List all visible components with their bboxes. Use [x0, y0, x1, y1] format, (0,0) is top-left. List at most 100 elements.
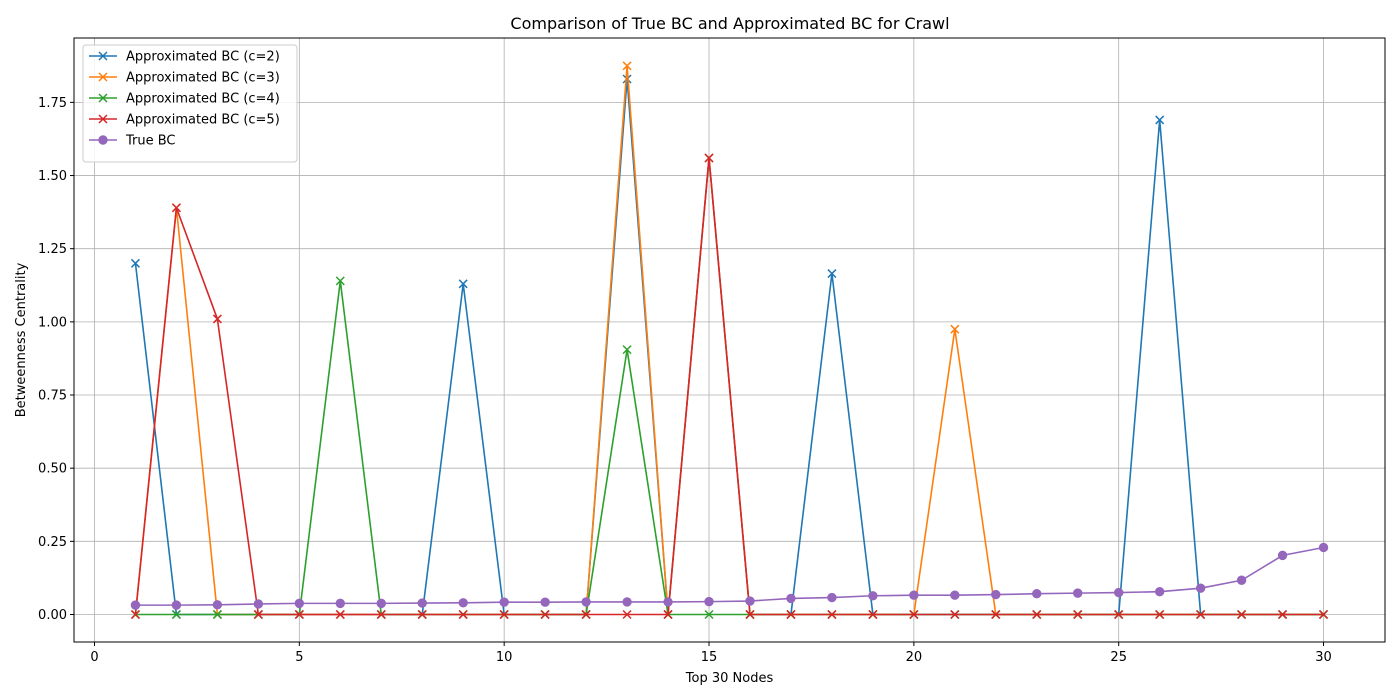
- data-point: [1155, 609, 1165, 620]
- x-tick-label: 5: [295, 650, 303, 665]
- data-point: [1195, 583, 1206, 593]
- legend-label: Approximated BC (c=4): [126, 92, 280, 107]
- legend-marker: [98, 135, 108, 145]
- data-point: [622, 61, 632, 71]
- data-point: [458, 279, 468, 289]
- legend-marker: [98, 114, 108, 124]
- x-tick-label: 25: [1110, 650, 1127, 665]
- legend-marker: [98, 51, 108, 61]
- data-point: [704, 609, 714, 620]
- data-point: [786, 609, 796, 620]
- data-point: [704, 153, 714, 163]
- data-point: [1236, 575, 1247, 585]
- data-point: [950, 609, 960, 620]
- data-point: [909, 590, 919, 600]
- y-tick-label: 1.25: [38, 242, 67, 257]
- legend-label: True BC: [125, 134, 176, 149]
- data-point: [950, 324, 960, 334]
- data-point: [499, 609, 509, 620]
- data-point: [745, 596, 755, 606]
- data-point: [1114, 609, 1124, 620]
- data-point: [171, 203, 181, 213]
- data-point: [417, 609, 427, 620]
- legend-marker: [98, 93, 108, 103]
- data-point: [335, 609, 345, 620]
- data-point: [827, 592, 837, 603]
- data-point: [909, 609, 919, 620]
- data-point: [212, 314, 222, 324]
- data-point: [827, 269, 837, 279]
- data-point: [294, 598, 305, 609]
- data-point: [376, 609, 386, 620]
- data-point: [1237, 609, 1247, 620]
- series-line: [134, 157, 1324, 616]
- legend-entry: Approximated BC (c=2): [89, 50, 280, 65]
- y-tick-label: 0.25: [38, 535, 67, 550]
- data-point: [704, 596, 714, 607]
- y-tick-label: 0.75: [38, 389, 67, 404]
- data-point: [827, 609, 837, 620]
- data-point: [130, 609, 140, 620]
- x-tick-label: 15: [701, 650, 718, 665]
- legend-label: Approximated BC (c=2): [126, 50, 280, 65]
- data-point: [1155, 115, 1165, 125]
- data-point: [622, 609, 632, 620]
- data-point: [458, 598, 468, 608]
- plot-frame: [73, 37, 1386, 643]
- series-line: [135, 546, 1324, 606]
- legend-label: Approximated BC (c=5): [126, 113, 280, 128]
- y-tick-label: 0.50: [38, 462, 67, 477]
- data-point: [458, 609, 468, 620]
- data-point: [499, 597, 509, 607]
- data-point: [253, 599, 264, 609]
- data-point: [212, 600, 223, 610]
- data-point: [171, 609, 181, 620]
- data-point: [622, 597, 632, 607]
- axis-ticks: 0 5 10 15 20 25 30 0.00 0.25 0.50 0.75 1.00 1.25 1.50…: [38, 96, 1332, 665]
- x-tick-label: 0: [90, 650, 98, 665]
- x-axis-label: Top 30 Nodes: [685, 671, 774, 686]
- data-point: [294, 609, 304, 620]
- data-point: [622, 345, 632, 355]
- legend-entry: Approximated BC (c=3): [89, 71, 280, 86]
- data-point: [1073, 588, 1083, 598]
- data-point: [1073, 609, 1083, 620]
- data-point: [1154, 586, 1165, 597]
- data-point: [581, 597, 591, 607]
- series-4: [130, 542, 1329, 610]
- data-point: [253, 609, 263, 620]
- data-point: [1032, 589, 1042, 599]
- legend-box: [82, 44, 298, 163]
- data-point: [991, 589, 1001, 600]
- legend-entry: Approximated BC (c=4): [89, 92, 280, 107]
- data-point: [663, 597, 673, 607]
- data-point: [212, 609, 222, 620]
- data-point: [376, 598, 386, 609]
- y-tick-label: 0.00: [38, 608, 67, 623]
- legend: Approximated BC (c=2) Approximated BC (c=…: [82, 44, 298, 163]
- data-point: [335, 598, 345, 609]
- legend-label: Approximated BC (c=3): [126, 71, 280, 86]
- data-point: [991, 609, 1001, 620]
- data-point: [130, 258, 140, 268]
- data-point: [622, 74, 632, 84]
- data-point: [1278, 609, 1288, 620]
- data-point: [1032, 609, 1042, 620]
- data-point: [417, 598, 427, 608]
- y-tick-label: 1.75: [38, 96, 67, 111]
- data-point: [786, 593, 796, 604]
- data-point: [1319, 609, 1329, 620]
- data-point: [130, 600, 141, 610]
- data-point: [1318, 542, 1329, 553]
- data-point: [171, 600, 182, 610]
- legend-entry: True BC: [89, 134, 176, 149]
- data-point: [663, 609, 673, 620]
- data-point: [1196, 609, 1206, 620]
- x-tick-label: 30: [1315, 650, 1332, 665]
- x-tick-label: 20: [906, 650, 923, 665]
- legend-entry: Approximated BC (c=5): [89, 113, 280, 128]
- data-point: [540, 597, 550, 607]
- data-point: [745, 609, 755, 620]
- data-point: [1114, 587, 1124, 598]
